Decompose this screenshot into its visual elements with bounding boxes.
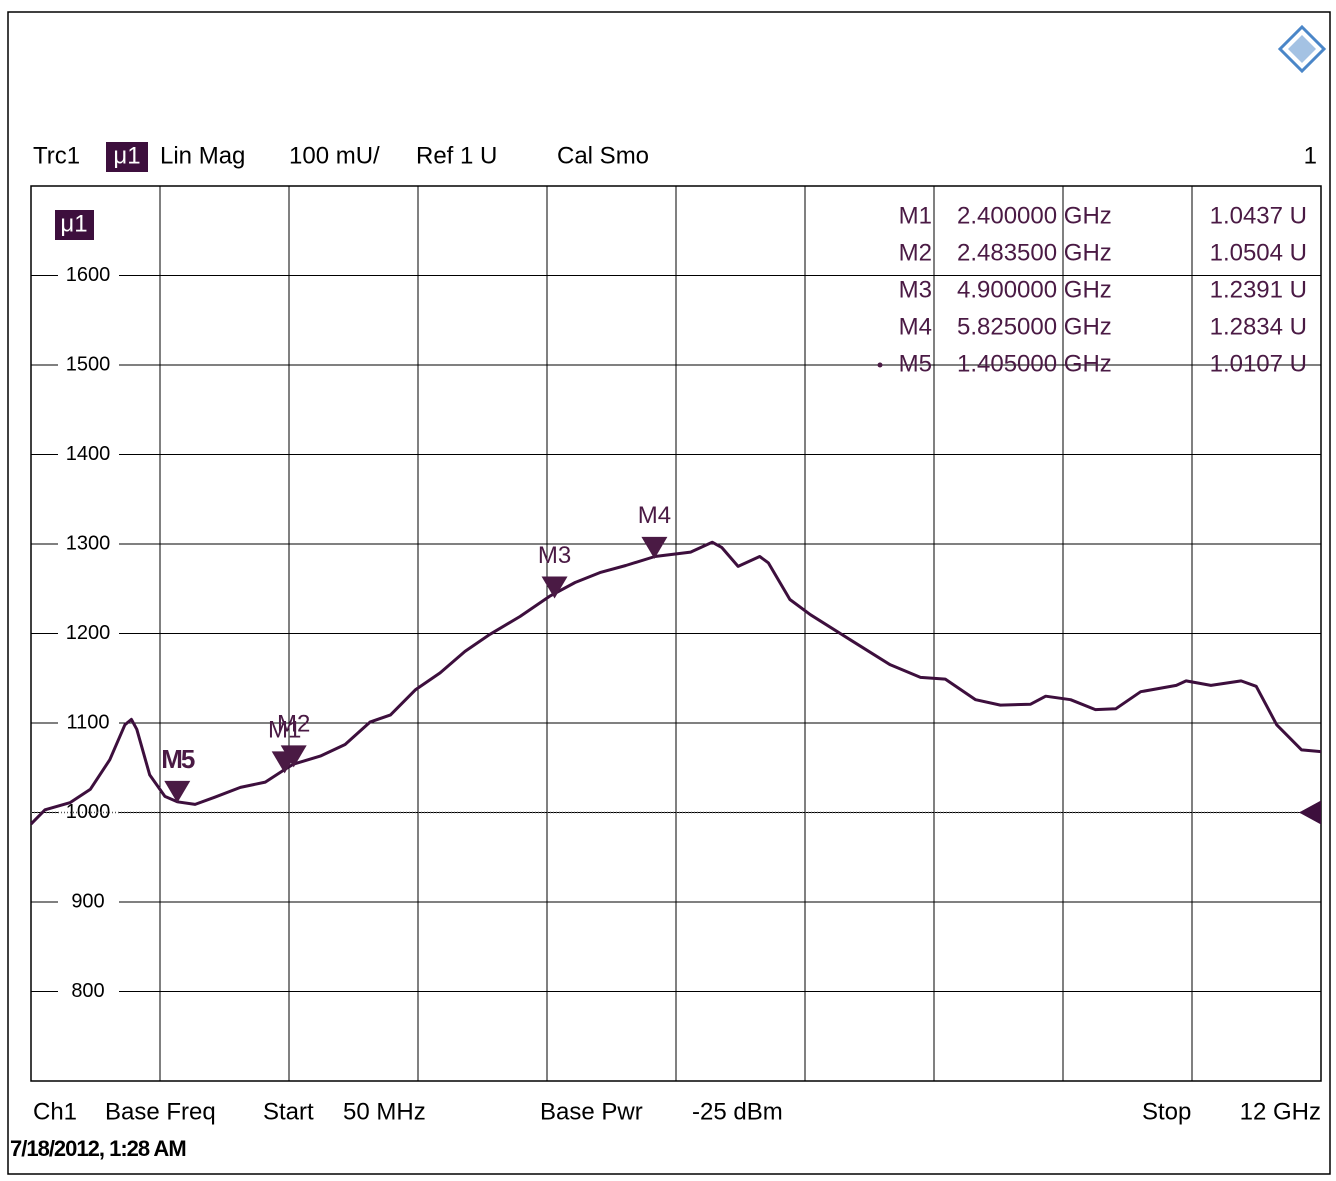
header-window: 1 [1304, 142, 1317, 169]
header-scale: 100 mU/ [289, 142, 380, 169]
trace-label: μ1 [60, 210, 87, 237]
header-format: Lin Mag [160, 142, 245, 169]
footer-power: -25 dBm [692, 1098, 783, 1125]
footer-start: 50 MHz [343, 1098, 426, 1125]
logo [1277, 24, 1327, 74]
trace-badge [55, 210, 94, 240]
readout-name: M4 [899, 313, 932, 340]
y-tick-label: 1100 [66, 711, 109, 733]
readout-name: M5 [899, 350, 932, 377]
y-tick-label: 1500 [66, 353, 111, 375]
footer-stop-label: Stop [1142, 1098, 1191, 1125]
marker-triangle [641, 536, 668, 559]
footer-start-label: Start [263, 1098, 314, 1125]
readout-freq: 5.825000 GHz [957, 313, 1112, 340]
readout-freq: 2.400000 GHz [957, 202, 1112, 229]
marker-label: M4 [638, 502, 671, 529]
marker-label: M5 [161, 744, 195, 774]
trace [29, 540, 1322, 826]
marker-label: M2 [277, 711, 310, 738]
readout-value: 1.0107 U [1210, 350, 1307, 377]
timestamp: 7/18/2012, 1:28 AM [10, 1136, 186, 1161]
readout-name: M1 [899, 202, 932, 229]
readout-name: M3 [899, 276, 932, 303]
y-tick-label: 1600 [66, 264, 111, 286]
readout-freq: 1.405000 GHz [957, 350, 1112, 377]
marker-triangle [541, 576, 568, 599]
readout-freq: 2.483500 GHz [957, 239, 1112, 266]
y-tick-label: 1200 [66, 622, 111, 644]
readout-name: M2 [899, 239, 932, 266]
active-marker-dot [877, 362, 883, 368]
footer-sweep: Base Freq [105, 1098, 216, 1125]
frame [7, 11, 1331, 1175]
marker-label: M1 [268, 717, 301, 744]
footer-stop: 12 GHz [1240, 1098, 1321, 1125]
readout-value: 1.0504 U [1210, 239, 1307, 266]
marker-label: M3 [538, 542, 571, 569]
header-trace: Trc1 [33, 142, 80, 169]
ref-marker [1299, 800, 1321, 825]
readout-value: 1.0437 U [1210, 202, 1307, 229]
readout-freq: 4.900000 GHz [957, 276, 1112, 303]
header-memory: μ1 [113, 142, 140, 169]
y-tick-label: 1400 [66, 443, 111, 465]
readout-value: 1.2391 U [1210, 276, 1307, 303]
y-tick-label: 800 [71, 980, 104, 1002]
marker-triangle [164, 780, 191, 803]
header-flags: Cal Smo [557, 142, 649, 169]
y-tick-label: 1300 [66, 532, 111, 554]
readout-value: 1.2834 U [1210, 313, 1307, 340]
y-tick-label: 900 [71, 890, 104, 912]
marker-triangle [280, 745, 307, 768]
memory-badge [106, 142, 148, 172]
footer-power-label: Base Pwr [540, 1098, 643, 1125]
footer-channel: Ch1 [33, 1098, 77, 1125]
header-ref: Ref 1 U [416, 142, 497, 169]
